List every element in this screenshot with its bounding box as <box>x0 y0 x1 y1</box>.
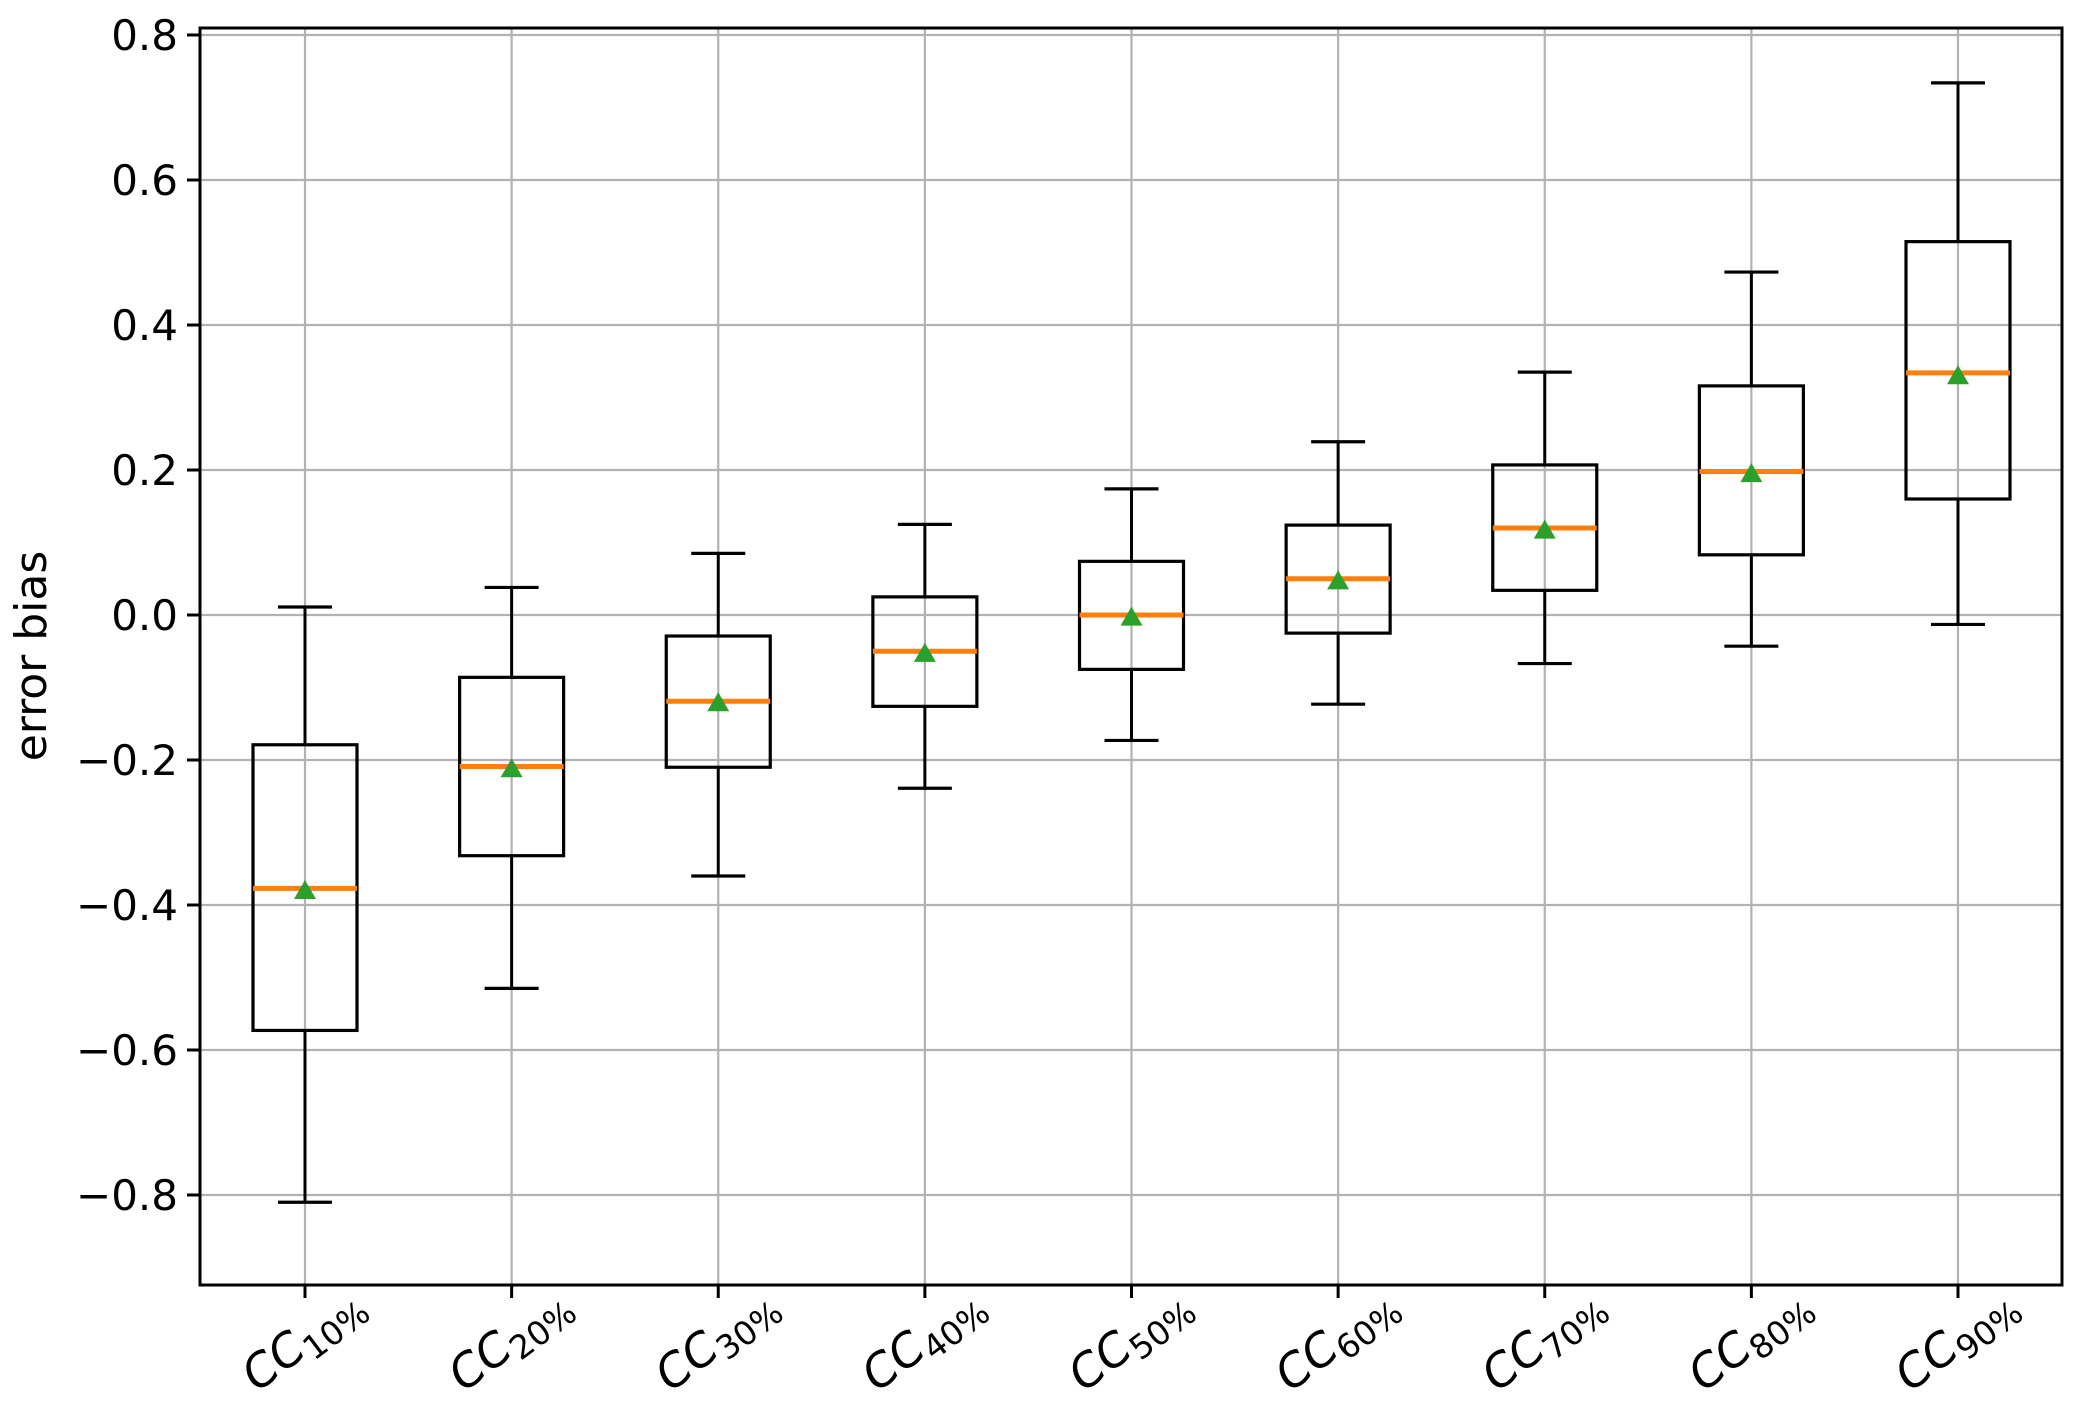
y-tick-label: −0.4 <box>76 881 178 930</box>
iqr-box <box>1904 240 2012 501</box>
mean-marker-triangle-up-icon <box>1533 519 1556 539</box>
mean-marker-triangle-up-icon <box>294 880 316 899</box>
box-group <box>1491 370 1599 666</box>
mean-marker-triangle-up-icon <box>707 692 730 712</box>
box-group <box>458 585 566 990</box>
box-group <box>871 522 979 790</box>
y-tick-label: 0.4 <box>111 301 178 350</box>
mean-marker-triangle-up-icon <box>1327 570 1350 590</box>
box-series-layer <box>251 81 2012 1204</box>
y-tick-label: 0.2 <box>111 446 178 495</box>
mean-marker-triangle-up-icon <box>1740 463 1763 483</box>
y-tick-label: 0.0 <box>111 591 178 640</box>
mean-marker-triangle-up-icon <box>1947 365 1969 385</box>
box-group <box>251 605 359 1204</box>
mean-marker-triangle-up-icon <box>1120 606 1143 626</box>
y-axis-label: error bias <box>6 551 57 762</box>
box-group <box>1697 270 1805 648</box>
mean-marker-triangle-up-icon <box>913 642 936 662</box>
y-tick-label: 0.6 <box>111 156 178 205</box>
box-group <box>1284 440 1392 706</box>
box-group <box>1904 81 2012 627</box>
y-tick-label: 0.8 <box>111 11 178 60</box>
box-group <box>1077 487 1186 743</box>
grid-layer <box>200 28 2062 1285</box>
y-tick-label: −0.2 <box>76 736 178 785</box>
box-group <box>664 551 772 878</box>
y-tick-label: −0.8 <box>76 1171 178 1220</box>
mean-marker-triangle-up-icon <box>500 758 523 778</box>
y-tick-label: −0.6 <box>76 1026 178 1075</box>
